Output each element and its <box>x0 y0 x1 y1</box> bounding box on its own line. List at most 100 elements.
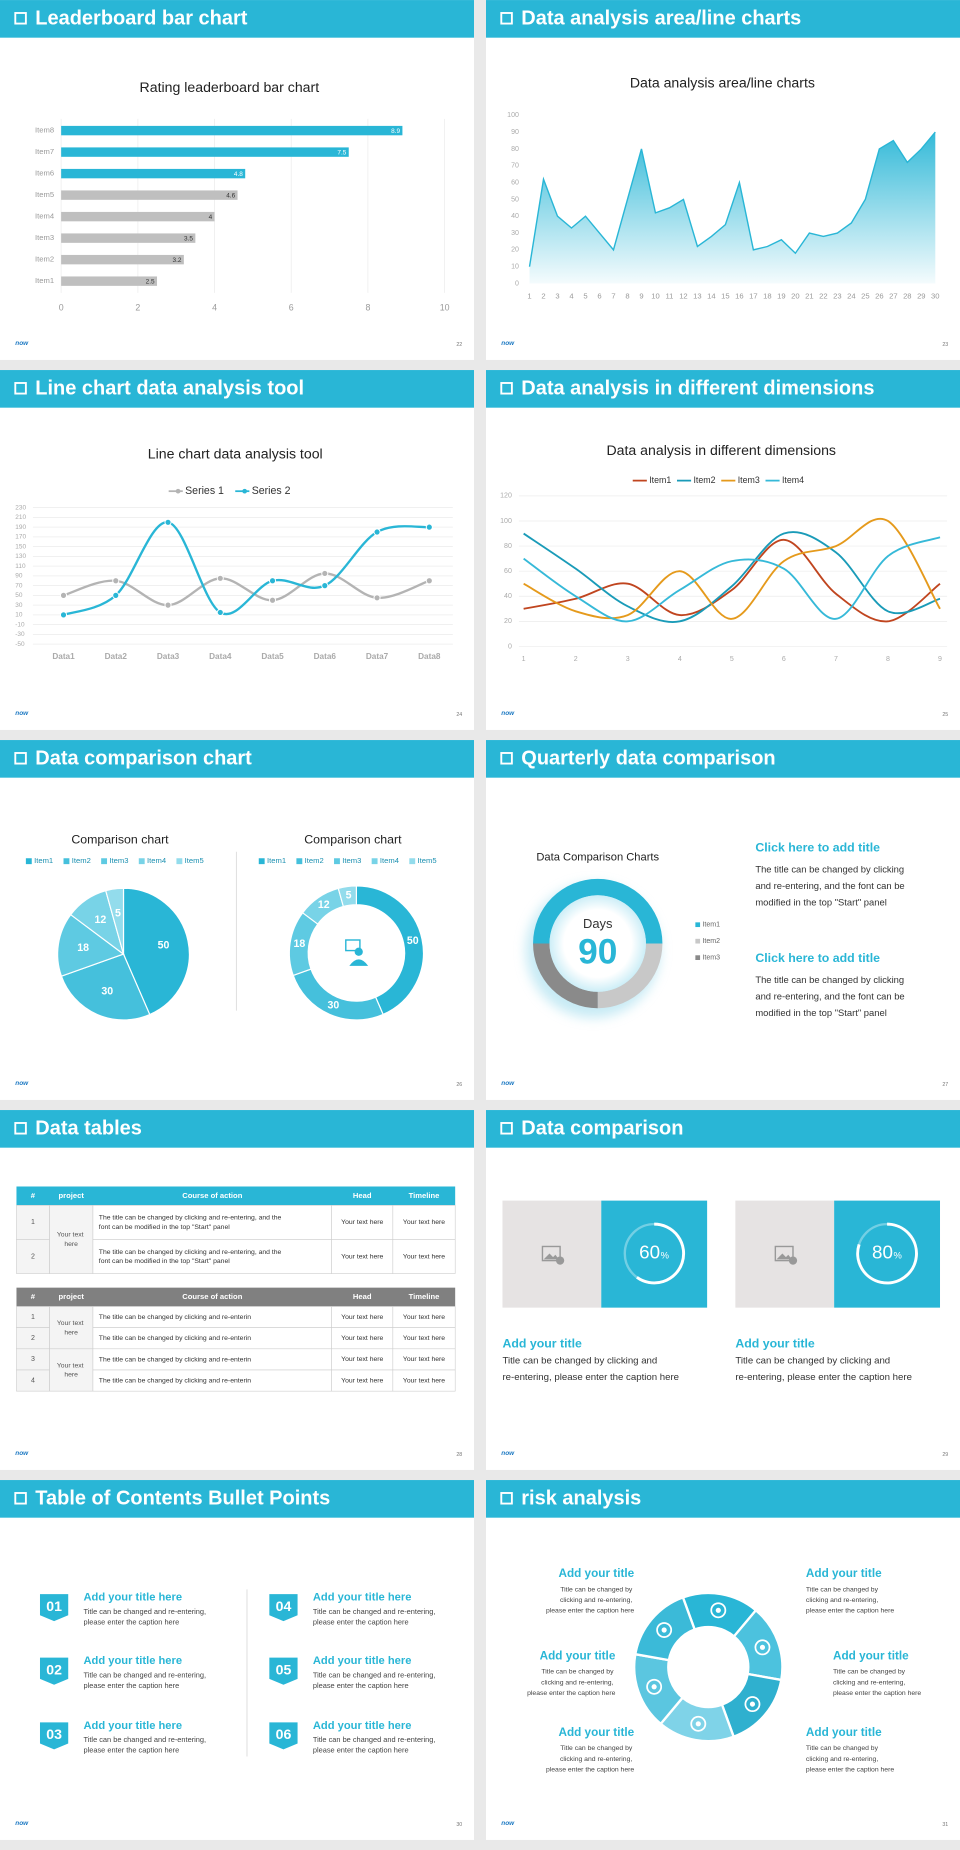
text-line: please enter the caption here <box>806 1607 894 1614</box>
y-tick-label: 0 <box>508 643 512 650</box>
timeline-cell: Your text here <box>403 1377 445 1384</box>
head-cell: Your text here <box>341 1253 383 1260</box>
x-tick-label: 20 <box>791 291 799 300</box>
project-cell: Your text here <box>57 1362 86 1378</box>
image-icon-mountain <box>776 1253 792 1260</box>
category-label: Item3 <box>35 233 54 242</box>
y-tick-label: 120 <box>500 493 512 500</box>
slide-title: Leaderboard bar chart <box>35 8 247 30</box>
y-tick-label: 80 <box>511 146 519 153</box>
text-line: re-entering, please enter the caption he… <box>502 1372 679 1383</box>
item-body: Title can be changed and re-entering, pl… <box>313 1670 438 1690</box>
slide-background <box>0 0 474 360</box>
text-line: Title can be changed and re-entering, <box>313 1607 438 1616</box>
timeline-cell: Your text here <box>403 1253 445 1260</box>
legend-label: Series 1 <box>185 485 224 497</box>
chart-title: Data analysis area/line charts <box>630 74 815 90</box>
bar <box>61 233 196 243</box>
legend-label: Item2 <box>693 475 715 485</box>
text-line: Title can be changed and re-entering, <box>313 1670 438 1679</box>
block-body: The title can be changed by clicking and… <box>755 975 907 1019</box>
text-line: please enter the caption here <box>527 1690 615 1697</box>
card-title: Add your title <box>502 1336 582 1350</box>
header-bar <box>0 1110 474 1148</box>
table-header-cell: Course of action <box>182 1191 243 1200</box>
head-cell: Your text here <box>341 1335 383 1342</box>
x-tick-label: 23 <box>833 291 841 300</box>
page-number: 31 <box>942 1822 948 1828</box>
risk-body: Title can be changed by clicking and re-… <box>806 1586 894 1614</box>
legend-label: Item4 <box>147 856 167 865</box>
x-tick-label: 14 <box>707 291 716 300</box>
text-line: Title can be changed and re-entering, <box>84 1735 209 1744</box>
x-tick-label: 24 <box>847 291 856 300</box>
header-bar <box>486 0 960 38</box>
progress-unit: % <box>661 1249 670 1260</box>
risk-title: Add your title <box>833 1650 909 1663</box>
x-tick-label: 8 <box>625 291 629 300</box>
brand-logo: now <box>15 710 29 717</box>
image-placeholder <box>735 1200 835 1308</box>
cycle-icon-dot <box>661 1627 667 1633</box>
x-tick-label: 9 <box>639 291 643 300</box>
text-line: re-entering, please enter the caption he… <box>735 1372 912 1383</box>
bar <box>61 168 246 179</box>
y-tick-label: 150 <box>15 543 26 550</box>
table-cell <box>331 1239 394 1274</box>
slide-title: risk analysis <box>521 1488 641 1510</box>
slide: Data analysis in different dimensions now… <box>486 370 960 730</box>
series-line <box>63 521 430 616</box>
value-label: 4.8 <box>234 171 243 178</box>
card-body: Title can be changed by clicking and re-… <box>502 1355 679 1382</box>
card-title: Add your title <box>735 1336 815 1350</box>
page-number: 25 <box>942 712 948 718</box>
brand-logo: now <box>501 1080 515 1087</box>
text-line: Title can be changed by <box>560 1586 634 1593</box>
risk-body: Title can be changed by clicking and re-… <box>806 1745 894 1773</box>
x-tick-label: 29 <box>917 291 925 300</box>
legend-label: Series 2 <box>252 485 291 497</box>
point <box>216 574 224 582</box>
course-cell: The title can be changed by clicking and… <box>99 1249 283 1265</box>
y-tick-label: 90 <box>511 129 519 136</box>
header-bar <box>0 0 474 38</box>
legend-swatch <box>695 922 701 928</box>
brand-logo: now <box>15 1820 29 1827</box>
slide: Table of Contents Bullet Points now 30 01 Ad… <box>0 1480 474 1840</box>
image-icon-plus <box>788 1256 798 1265</box>
risk-title: Add your title <box>558 1726 634 1739</box>
table-header-cell: Course of action <box>182 1292 243 1301</box>
text-line: The title can be changed by clicking and… <box>99 1249 283 1256</box>
text-line: Title can be changed and re-entering, <box>84 1670 209 1679</box>
x-tick-label: 25 <box>861 291 869 300</box>
course-cell: The title can be changed by clicking and… <box>99 1335 251 1342</box>
value-label: 3.2 <box>173 257 182 264</box>
chart-title: Rating leaderboard bar chart <box>140 79 320 95</box>
block-title: Click here to add title <box>755 951 880 965</box>
x-tick-label: 1 <box>522 656 526 663</box>
legend-swatch <box>138 858 145 865</box>
point <box>373 594 381 602</box>
y-tick-label: 110 <box>15 563 26 570</box>
text-line: please enter the caption here <box>313 1681 409 1690</box>
legend-swatch <box>25 858 32 865</box>
header-checkbox <box>14 12 27 25</box>
brand-logo: now <box>15 340 29 347</box>
x-tick-label: 10 <box>440 303 450 313</box>
y-tick-label: 100 <box>507 112 519 119</box>
point <box>112 577 120 585</box>
table-cell <box>392 1239 456 1274</box>
x-tick-label: Data6 <box>314 652 337 661</box>
y-tick-label: 230 <box>15 504 26 511</box>
text-line: please enter the caption here <box>833 1690 921 1697</box>
slide-background <box>486 1480 960 1840</box>
slice <box>337 885 357 908</box>
text-line: here <box>64 1371 78 1378</box>
head-cell: Your text here <box>341 1219 383 1226</box>
slice <box>533 943 598 1009</box>
x-tick-label: 6 <box>782 656 786 663</box>
legend-label: Item2 <box>702 938 720 945</box>
text-line: Title can be changed by <box>806 1745 880 1752</box>
y-tick-label: 30 <box>15 602 23 609</box>
page-number: 23 <box>942 342 948 348</box>
